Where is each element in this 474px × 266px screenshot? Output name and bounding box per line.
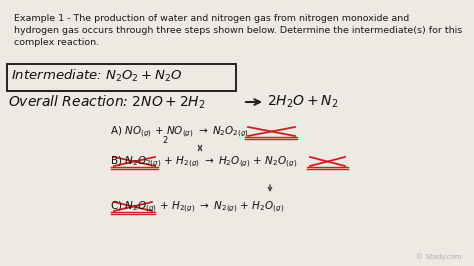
Text: A) $NO_{(g)}$ + $NO_{(g)}$ $\rightarrow$ $N_2O_{2(g)}$: A) $NO_{(g)}$ + $NO_{(g)}$ $\rightarrow$… bbox=[110, 125, 249, 140]
FancyBboxPatch shape bbox=[7, 64, 236, 91]
Text: Overall Reaction: $2NO+2H_2$: Overall Reaction: $2NO+2H_2$ bbox=[8, 94, 206, 111]
Text: B) $N_2O_{2(g)}$ + $H_{2(g)}$ $\rightarrow$ $H_2O_{(g)}$ + $N_2O_{(g)}$: B) $N_2O_{2(g)}$ + $H_{2(g)}$ $\rightarr… bbox=[110, 155, 297, 171]
Text: Example 1 - The production of water and nitrogen gas from nitrogen monoxide and
: Example 1 - The production of water and … bbox=[14, 14, 462, 47]
Text: © Study.com: © Study.com bbox=[416, 253, 462, 260]
Text: 2: 2 bbox=[162, 136, 167, 145]
Text: Intermediate: $N_2O_2 + N_2O$: Intermediate: $N_2O_2 + N_2O$ bbox=[11, 68, 182, 84]
Text: C) $N_2O_{(g)}$ + $H_{2(g)}$ $\rightarrow$ $N_{2(g)}$ + $H_2O_{(g)}$: C) $N_2O_{(g)}$ + $H_{2(g)}$ $\rightarro… bbox=[110, 200, 284, 215]
Text: $2H_2O+N_2$: $2H_2O+N_2$ bbox=[267, 94, 338, 110]
